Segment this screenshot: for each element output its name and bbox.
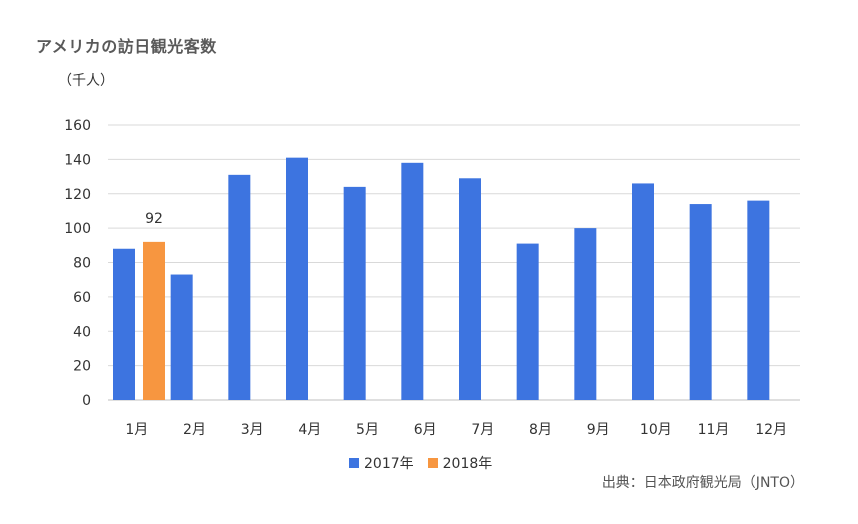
bar-10月-2017年 bbox=[632, 183, 654, 400]
bar-4月-2017年 bbox=[286, 157, 308, 400]
y-axis-unit-label: （千人） bbox=[58, 73, 114, 89]
x-tick-label-6: 6月 bbox=[414, 422, 437, 438]
source-note: 出典：日本政府観光局（JNTO） bbox=[601, 475, 804, 491]
chart-title: アメリカの訪日観光客数 bbox=[36, 37, 217, 56]
bar-12月-2017年 bbox=[747, 200, 770, 400]
x-tick-label-9: 9月 bbox=[587, 422, 610, 438]
x-tick-label-7: 7月 bbox=[471, 422, 494, 438]
y-tick-label-20: 20 bbox=[73, 359, 91, 375]
y-tick-label-160: 160 bbox=[64, 118, 91, 134]
x-tick-label-8: 8月 bbox=[529, 422, 552, 438]
bar-8月-2017年 bbox=[516, 243, 539, 400]
bar-11月-2017年 bbox=[689, 204, 712, 400]
legend-item-2018: 2018年 bbox=[427, 453, 493, 473]
y-tick-label-60: 60 bbox=[73, 290, 91, 306]
legend-label-2018: 2018年 bbox=[442, 456, 493, 472]
x-axis-ticks: 1月 2月 3月 4月 5月 6月 7月 8月 9月 10月 11月 12月 bbox=[125, 422, 787, 438]
bar-6月-2017年 bbox=[401, 162, 424, 400]
x-tick-label-2: 2月 bbox=[183, 422, 206, 438]
legend-label-2017: 2017年 bbox=[364, 456, 414, 472]
x-tick-label-12: 12月 bbox=[755, 422, 787, 438]
x-tick-label-3: 3月 bbox=[241, 422, 264, 438]
x-tick-label-11: 11月 bbox=[698, 422, 730, 438]
bar-7月-2017年 bbox=[459, 178, 481, 400]
x-tick-label-5: 5月 bbox=[356, 422, 379, 438]
bar-5月-2017年 bbox=[343, 186, 366, 400]
bar-3月-2017年 bbox=[228, 174, 251, 400]
legend: 2017年 2018年 bbox=[349, 453, 492, 473]
bar-1月-2018年 bbox=[143, 241, 165, 400]
legend-item-2017: 2017年 bbox=[349, 453, 414, 473]
y-tick-label-0: 0 bbox=[82, 393, 91, 409]
data-label-1月-2018年: 92 bbox=[145, 211, 163, 227]
legend-swatch-2018 bbox=[427, 458, 438, 468]
x-tick-label-4: 4月 bbox=[298, 422, 321, 438]
bar-1月-2017年 bbox=[113, 248, 135, 400]
y-axis-ticks: 0 20 40 60 80 100 120 140 160 bbox=[64, 118, 91, 409]
bar-9月-2017年 bbox=[574, 228, 597, 400]
x-tick-label-10: 10月 bbox=[640, 422, 672, 438]
x-tick-label-1: 1月 bbox=[125, 422, 148, 438]
y-tick-label-140: 140 bbox=[64, 152, 91, 168]
data-labels: 92 bbox=[145, 211, 163, 227]
y-tick-label-120: 120 bbox=[64, 187, 91, 203]
y-tick-label-100: 100 bbox=[64, 221, 91, 237]
y-tick-label-40: 40 bbox=[73, 324, 91, 340]
bar-2月-2017年 bbox=[170, 274, 193, 400]
bars bbox=[113, 157, 770, 400]
legend-swatch-2017 bbox=[349, 458, 359, 468]
gridlines bbox=[108, 124, 800, 401]
y-tick-label-80: 80 bbox=[73, 256, 91, 272]
